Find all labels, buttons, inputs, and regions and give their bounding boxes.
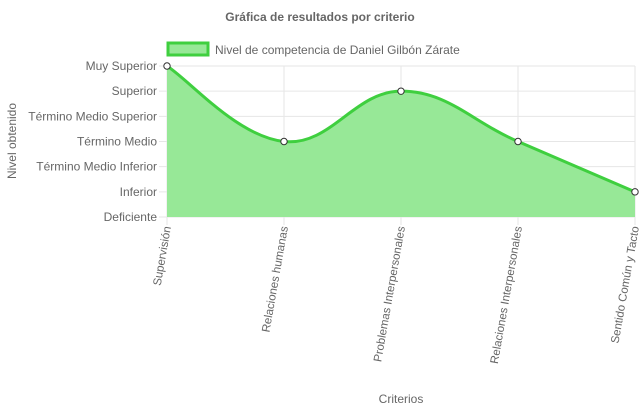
series-area-fill bbox=[167, 66, 635, 217]
data-point[interactable] bbox=[280, 137, 288, 146]
legend: Nivel de competencia de Daniel Gilbón Zá… bbox=[166, 41, 460, 57]
y-tick-label: Muy Superior bbox=[86, 59, 157, 73]
data-point[interactable] bbox=[631, 188, 639, 196]
y-axis-label: Nivel obtenido bbox=[5, 103, 19, 179]
y-tick-label: Término Medio Inferior bbox=[36, 160, 157, 174]
y-tick-label: Deficiente bbox=[104, 210, 158, 224]
legend-label: Nivel de competencia de Daniel Gilbón Zá… bbox=[215, 43, 460, 57]
x-tick-label: Sentido Común y Tacto bbox=[610, 225, 639, 344]
y-tick-label: Inferior bbox=[120, 185, 157, 199]
x-tick-label: Relaciones Interpersonales bbox=[489, 225, 525, 365]
chart-title: Gráfica de resultados por criterio bbox=[225, 10, 414, 24]
data-point[interactable] bbox=[397, 87, 405, 95]
x-tick-label: Supervisión bbox=[152, 225, 174, 286]
x-tick-label: Problemas Interpersonales bbox=[372, 225, 408, 363]
data-point[interactable] bbox=[514, 137, 522, 146]
legend-swatch[interactable] bbox=[166, 41, 210, 57]
x-tick-label: Relaciones humanas bbox=[260, 225, 291, 333]
data-point[interactable] bbox=[163, 62, 171, 70]
y-tick-labels: Deficiente Inferior Término Medio Inferior… bbox=[28, 59, 157, 224]
x-axis-label: Criterios bbox=[379, 392, 424, 406]
x-tick-labels: Supervisión Relaciones humanas Problemas I… bbox=[152, 225, 639, 365]
y-tick-label: Término Medio Superior bbox=[28, 109, 157, 123]
series-points bbox=[163, 62, 639, 196]
y-tick-label: Superior bbox=[112, 84, 157, 98]
y-tick-label: Término Medio bbox=[77, 135, 157, 149]
